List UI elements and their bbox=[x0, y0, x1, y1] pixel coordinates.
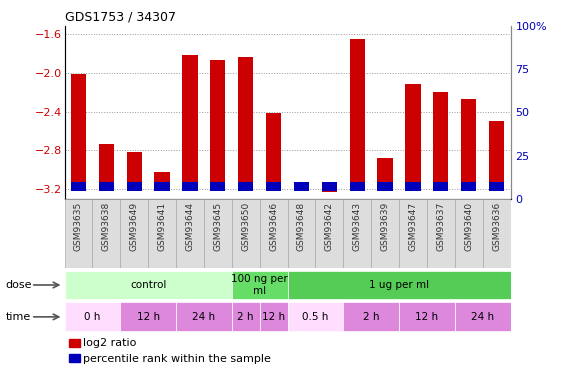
Bar bbox=[350, 39, 365, 191]
Bar bbox=[238, 57, 254, 191]
Text: GSM93643: GSM93643 bbox=[353, 202, 362, 251]
Bar bbox=[154, 172, 170, 191]
Bar bbox=[182, 56, 197, 191]
Bar bbox=[455, 199, 482, 268]
Text: dose: dose bbox=[6, 280, 32, 290]
Bar bbox=[71, 182, 86, 191]
Bar bbox=[321, 191, 337, 192]
Bar bbox=[343, 303, 399, 331]
Text: GSM93646: GSM93646 bbox=[269, 202, 278, 251]
Bar bbox=[71, 74, 86, 191]
Text: 0.5 h: 0.5 h bbox=[302, 312, 329, 322]
Bar bbox=[148, 199, 176, 268]
Bar bbox=[204, 199, 232, 268]
Bar bbox=[433, 92, 448, 191]
Text: 12 h: 12 h bbox=[262, 312, 285, 322]
Bar bbox=[482, 199, 511, 268]
Bar bbox=[489, 121, 504, 191]
Bar bbox=[287, 199, 315, 268]
Text: GSM93641: GSM93641 bbox=[158, 202, 167, 251]
Bar bbox=[65, 199, 93, 268]
Text: 0 h: 0 h bbox=[84, 312, 100, 322]
Text: 2 h: 2 h bbox=[363, 312, 379, 322]
Bar bbox=[315, 199, 343, 268]
Text: GSM93649: GSM93649 bbox=[130, 202, 139, 251]
Bar bbox=[154, 182, 170, 191]
Bar bbox=[93, 199, 120, 268]
Text: GSM93648: GSM93648 bbox=[297, 202, 306, 251]
Text: log2 ratio: log2 ratio bbox=[83, 338, 137, 348]
Text: percentile rank within the sample: percentile rank within the sample bbox=[83, 354, 271, 364]
Bar bbox=[232, 271, 287, 299]
Bar bbox=[127, 182, 142, 191]
Text: 12 h: 12 h bbox=[136, 312, 160, 322]
Bar bbox=[287, 303, 343, 331]
Bar bbox=[238, 182, 254, 191]
Bar bbox=[266, 182, 281, 191]
Bar bbox=[427, 199, 455, 268]
Bar bbox=[433, 182, 448, 191]
Bar bbox=[260, 199, 287, 268]
Text: GSM93640: GSM93640 bbox=[464, 202, 473, 251]
Bar bbox=[176, 303, 232, 331]
Bar bbox=[371, 199, 399, 268]
Bar bbox=[120, 303, 176, 331]
Text: time: time bbox=[6, 312, 31, 322]
Text: 24 h: 24 h bbox=[192, 312, 215, 322]
Bar bbox=[99, 144, 114, 191]
Text: GDS1753 / 34307: GDS1753 / 34307 bbox=[65, 11, 176, 24]
Bar bbox=[65, 271, 232, 299]
Text: GSM93644: GSM93644 bbox=[186, 202, 195, 251]
Bar bbox=[210, 60, 226, 191]
Bar bbox=[405, 84, 421, 191]
Bar bbox=[232, 303, 260, 331]
Bar bbox=[69, 354, 80, 362]
Bar bbox=[378, 158, 393, 191]
Bar bbox=[399, 303, 455, 331]
Bar bbox=[260, 303, 287, 331]
Bar bbox=[176, 199, 204, 268]
Bar bbox=[405, 182, 421, 191]
Text: GSM93642: GSM93642 bbox=[325, 202, 334, 251]
Text: GSM93650: GSM93650 bbox=[241, 202, 250, 252]
Text: GSM93638: GSM93638 bbox=[102, 202, 111, 252]
Bar bbox=[99, 182, 114, 191]
Text: GSM93637: GSM93637 bbox=[436, 202, 445, 252]
Bar bbox=[461, 182, 476, 191]
Text: GSM93639: GSM93639 bbox=[380, 202, 389, 252]
Text: 12 h: 12 h bbox=[415, 312, 439, 322]
Bar bbox=[232, 199, 260, 268]
Text: GSM93636: GSM93636 bbox=[492, 202, 501, 252]
Text: 100 ng per
ml: 100 ng per ml bbox=[231, 274, 288, 296]
Text: GSM93647: GSM93647 bbox=[408, 202, 417, 251]
Bar bbox=[120, 199, 148, 268]
Text: control: control bbox=[130, 280, 166, 290]
Bar bbox=[65, 303, 120, 331]
Text: GSM93645: GSM93645 bbox=[213, 202, 222, 251]
Text: 2 h: 2 h bbox=[237, 312, 254, 322]
Bar bbox=[127, 152, 142, 191]
Bar bbox=[69, 339, 80, 347]
Bar bbox=[489, 182, 504, 191]
Bar bbox=[378, 182, 393, 191]
Bar bbox=[210, 182, 226, 191]
Bar bbox=[287, 271, 511, 299]
Text: 1 ug per ml: 1 ug per ml bbox=[369, 280, 429, 290]
Bar bbox=[182, 182, 197, 191]
Bar bbox=[350, 182, 365, 191]
Bar bbox=[343, 199, 371, 268]
Bar bbox=[461, 99, 476, 191]
Bar bbox=[294, 186, 309, 191]
Text: 24 h: 24 h bbox=[471, 312, 494, 322]
Text: GSM93635: GSM93635 bbox=[74, 202, 83, 252]
Bar bbox=[294, 182, 309, 191]
Bar bbox=[455, 303, 511, 331]
Bar bbox=[321, 182, 337, 191]
Bar bbox=[266, 114, 281, 191]
Bar bbox=[399, 199, 427, 268]
